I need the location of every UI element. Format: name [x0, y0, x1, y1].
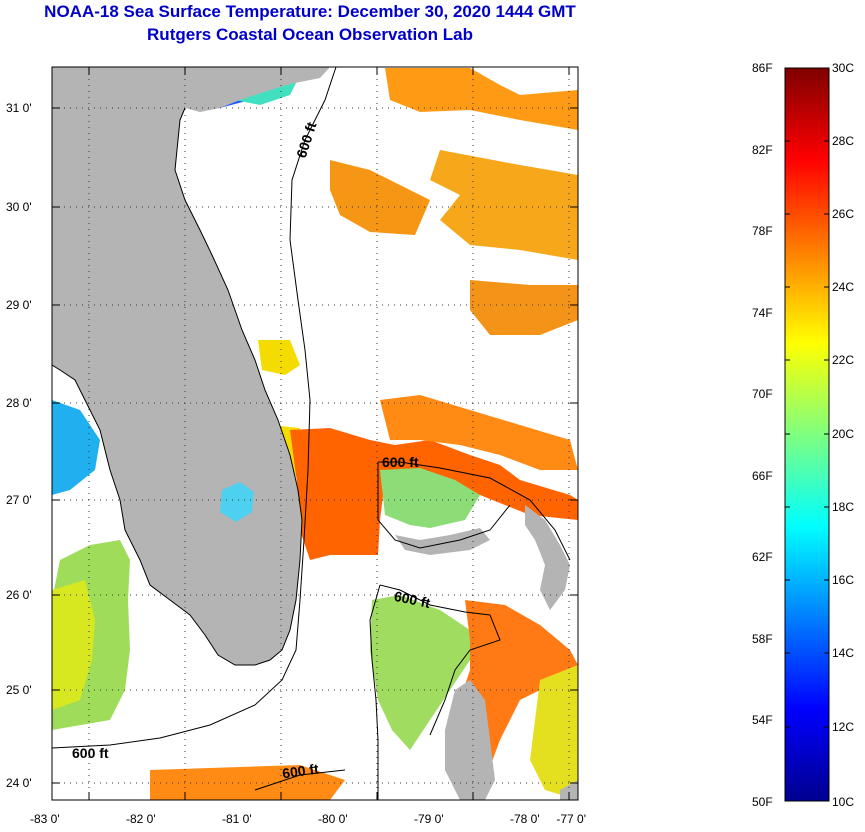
isobath-bahamas-inner — [377, 462, 511, 549]
cb-c-12: 12C — [832, 720, 855, 734]
offshore-patch-5 — [380, 395, 578, 470]
lon-label-80: -80 0' — [318, 812, 348, 826]
cold-water-tampa — [52, 400, 100, 495]
cb-f-70: 70F — [752, 387, 773, 401]
cb-c-10: 10C — [832, 795, 855, 809]
isobath-great-bahama-bank — [379, 584, 501, 736]
cb-f-58: 58F — [752, 632, 773, 646]
lat-label-25: 25 0' — [6, 683, 32, 697]
map-frame — [51, 66, 579, 801]
lake-okeechobee — [220, 482, 254, 522]
cb-f-82: 82F — [752, 143, 773, 157]
cb-c-28: 28C — [832, 134, 855, 148]
map-subtitle: Rutgers Coastal Ocean Observation Lab — [147, 25, 473, 44]
cb-f-74: 74F — [752, 306, 773, 320]
cb-f-66: 66F — [752, 469, 773, 483]
andros-bank-cool — [370, 595, 490, 750]
bahamas-bank-cool — [380, 468, 480, 528]
coastline — [52, 107, 303, 666]
isobath-florida-straits — [369, 584, 381, 800]
lat-label-24: 24 0' — [6, 776, 32, 790]
offshore-patch-1 — [385, 68, 578, 130]
contour-label-600ft-bahamas: 600 ft — [382, 454, 419, 470]
cuba-corner — [560, 780, 578, 800]
sst-layer — [52, 68, 578, 800]
cb-f-78: 78F — [752, 224, 773, 238]
axis-ticks — [52, 67, 578, 800]
lat-label-29: 29 0' — [6, 298, 32, 312]
lon-label-83: -83 0' — [30, 812, 60, 826]
cb-f-54: 54F — [752, 713, 773, 727]
lon-label-78: -78 0' — [510, 812, 540, 826]
lon-label-81: -81 0' — [222, 812, 252, 826]
south-shelf-yellow — [530, 665, 578, 800]
lat-lon-grid — [52, 67, 578, 800]
lat-label-27: 27 0' — [6, 493, 32, 507]
lon-label-79: -79 0' — [414, 812, 444, 826]
isobath-south — [254, 769, 346, 791]
isobath-600ft — [52, 67, 571, 800]
abaco — [525, 505, 570, 610]
cb-f-50: 50F — [752, 795, 773, 809]
offshore-patch-3 — [330, 160, 430, 235]
florida-peninsula — [52, 67, 330, 665]
cb-c-18: 18C — [832, 500, 855, 514]
lon-label-77: -77 0' — [556, 812, 586, 826]
temperature-colorbar — [784, 67, 830, 802]
cb-c-14: 14C — [832, 646, 855, 660]
isobath-bahamas-north — [378, 461, 571, 561]
offshore-patch-4 — [470, 280, 578, 335]
land-layer — [52, 67, 578, 800]
cb-f-86: 86F — [752, 61, 773, 75]
andros-island — [445, 680, 495, 800]
lat-label-28: 28 0' — [6, 396, 32, 410]
cb-f-62: 62F — [752, 550, 773, 564]
colorbar-ticks — [785, 140, 829, 728]
cb-c-30: 30C — [832, 61, 855, 75]
map-title: NOAA-18 Sea Surface Temperature: Decembe… — [44, 2, 576, 21]
gulf-warm-water — [52, 580, 95, 710]
gulf-stream-core — [290, 428, 578, 560]
contour-label-600ft-west: 600 ft — [72, 745, 109, 761]
lat-label-26: 26 0' — [6, 588, 32, 602]
cb-c-22: 22C — [832, 353, 855, 367]
offshore-patch-2 — [430, 150, 578, 260]
grand-bahama — [395, 528, 490, 555]
isobath-east-florida — [52, 67, 337, 749]
lon-label-82: -82 0' — [126, 812, 156, 826]
cb-c-24: 24C — [832, 280, 855, 294]
contour-label-600ft-south: 600 ft — [281, 760, 320, 781]
lat-label-31: 31 0' — [6, 101, 32, 115]
cb-c-16: 16C — [832, 573, 855, 587]
cb-c-20: 20C — [832, 427, 855, 441]
contour-label-600ft-bank: 600 ft — [393, 588, 432, 611]
lat-label-30: 30 0' — [6, 200, 32, 214]
shelf-water-east — [258, 340, 300, 375]
map-content — [52, 67, 578, 800]
cb-c-26: 26C — [832, 207, 855, 221]
south-orange-strip — [150, 765, 345, 800]
